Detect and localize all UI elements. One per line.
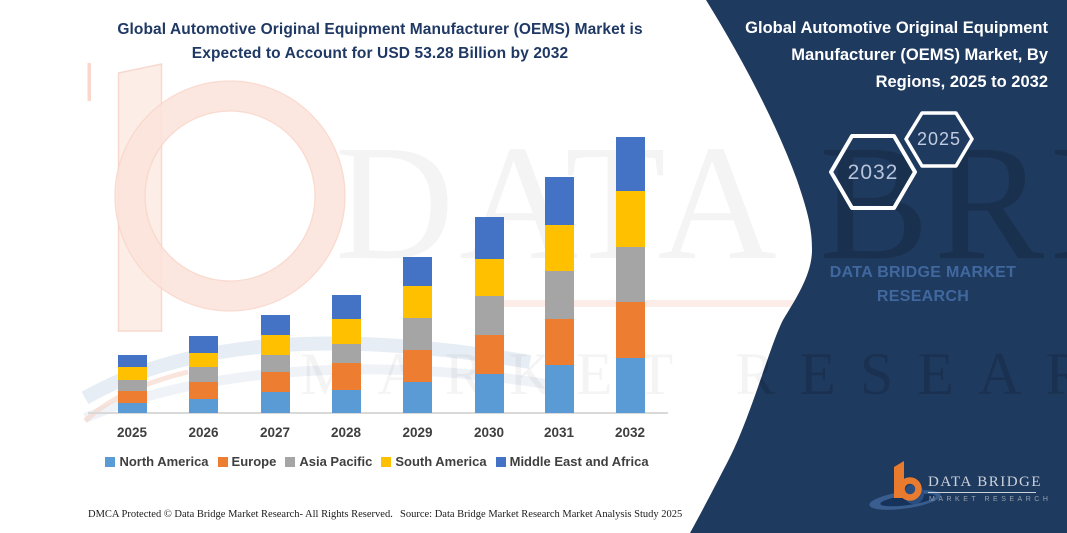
stacked-bar-2030 — [474, 217, 504, 413]
bar-segment — [117, 403, 147, 413]
legend-label: South America — [395, 454, 487, 469]
stacked-bar-2026 — [189, 336, 218, 413]
stacked-bar-2025 — [117, 355, 147, 413]
brand-wordmark: DATA BRIDGE MARKET RESEARCH — [789, 261, 1057, 309]
bar-segment — [474, 296, 504, 336]
bar-segment — [260, 392, 290, 413]
bar-segment — [615, 136, 645, 192]
legend-label: Europe — [231, 454, 277, 469]
logo-subtitle: MARKET RESEARCH — [929, 496, 1052, 503]
bar-segment — [403, 318, 432, 351]
x-axis-label: 2025 — [116, 425, 148, 440]
bar-segment — [331, 389, 361, 413]
bar-segment — [189, 366, 218, 382]
stacked-bar-2028 — [331, 295, 361, 413]
bar-segment — [544, 270, 574, 319]
bar-segment — [544, 176, 574, 225]
chart-legend: North America Europe Asia Pacific South Ame… — [84, 454, 670, 469]
legend-item: North America — [105, 454, 209, 469]
legend-item: Middle East and Africa — [495, 454, 649, 469]
chart-title: Global Automotive Original Equipment Man… — [85, 18, 675, 66]
brand-line1: DATA BRIDGE MARKET — [829, 264, 1017, 281]
legend-swatch-icon — [495, 456, 506, 467]
bar-segment — [117, 355, 147, 367]
bar-segment — [615, 247, 645, 303]
legend-label: Middle East and Africa — [509, 454, 649, 469]
bar-segment — [474, 335, 504, 375]
bar-segment — [260, 314, 290, 335]
bar-segment — [403, 257, 432, 287]
watermark-b-icon — [87, 63, 800, 332]
bar-segment — [189, 336, 218, 353]
legend-item: South America — [381, 454, 487, 469]
legend-item: Asia Pacific — [285, 454, 372, 469]
x-axis-label: 2027 — [259, 425, 291, 440]
stacked-bar-2032 — [615, 136, 645, 413]
x-axis-line — [88, 412, 668, 414]
legend-swatch-icon — [285, 456, 296, 467]
hexagon-2032-label: 2032 — [847, 161, 899, 184]
panel-title: Global Automotive Original Equipment Man… — [728, 15, 1048, 96]
bar-segment — [474, 258, 504, 297]
bar-segment — [615, 358, 645, 413]
chart-title-line1: Global Automotive Original Equipment Man… — [117, 21, 643, 38]
legend-swatch-icon — [217, 456, 228, 467]
bar-segment — [403, 286, 432, 319]
source-note: Source: Data Bridge Market Research Mark… — [400, 509, 683, 520]
x-axis-label: 2028 — [330, 425, 362, 440]
bar-segment — [260, 334, 290, 356]
legend-item: Europe — [217, 454, 277, 469]
bar-segment — [544, 365, 574, 413]
panel-title-line3: Regions, 2025 to 2032 — [875, 73, 1048, 91]
hexagon-2025-label: 2025 — [916, 129, 962, 149]
bar-segment — [189, 398, 218, 413]
bar-segment — [331, 295, 361, 319]
stacked-bar-2029 — [403, 257, 432, 413]
logo-underline — [928, 492, 1036, 493]
bar-segment — [260, 355, 290, 373]
stacked-bar-2031 — [544, 176, 574, 413]
bar-segment — [331, 344, 361, 364]
bar-segment — [189, 352, 218, 367]
legend-swatch-icon — [381, 456, 392, 467]
legend-label: North America — [119, 454, 209, 469]
x-axis-label: 2029 — [402, 425, 433, 440]
chart-title-line2: Expected to Account for USD 53.28 Billio… — [191, 45, 569, 62]
x-axis-label: 2026 — [188, 425, 219, 440]
legend-label: Asia Pacific — [299, 454, 373, 469]
panel-title-line1: Global Automotive Original Equipment — [745, 19, 1048, 37]
bar-segment — [544, 224, 574, 271]
stacked-bar-2027 — [260, 314, 290, 413]
bar-segment — [189, 381, 218, 399]
bar-segment — [117, 390, 147, 404]
panel-title-line2: Manufacturer (OEMS) Market, By — [791, 46, 1048, 64]
bar-segment — [260, 372, 290, 393]
bar-segment — [403, 382, 432, 413]
bar-segment — [544, 318, 574, 366]
x-axis-label: 2031 — [543, 425, 575, 440]
bar-segment — [615, 302, 645, 359]
brand-line2: RESEARCH — [876, 288, 970, 305]
bar-segment — [117, 366, 147, 380]
bar-segment — [331, 318, 361, 345]
logo-title: DATA BRIDGE — [928, 474, 1043, 490]
bar-segment — [331, 363, 361, 390]
bar-segment — [403, 350, 432, 383]
bar-segment — [615, 191, 645, 248]
bar-segment — [117, 379, 147, 391]
x-axis-label: 2032 — [614, 425, 646, 440]
bar-segment — [474, 217, 504, 259]
x-axis-label: 2030 — [473, 425, 505, 440]
dmca-notice: DMCA Protected © Data Bridge Market Rese… — [88, 509, 393, 520]
bar-segment — [474, 374, 504, 413]
legend-swatch-icon — [105, 456, 116, 467]
